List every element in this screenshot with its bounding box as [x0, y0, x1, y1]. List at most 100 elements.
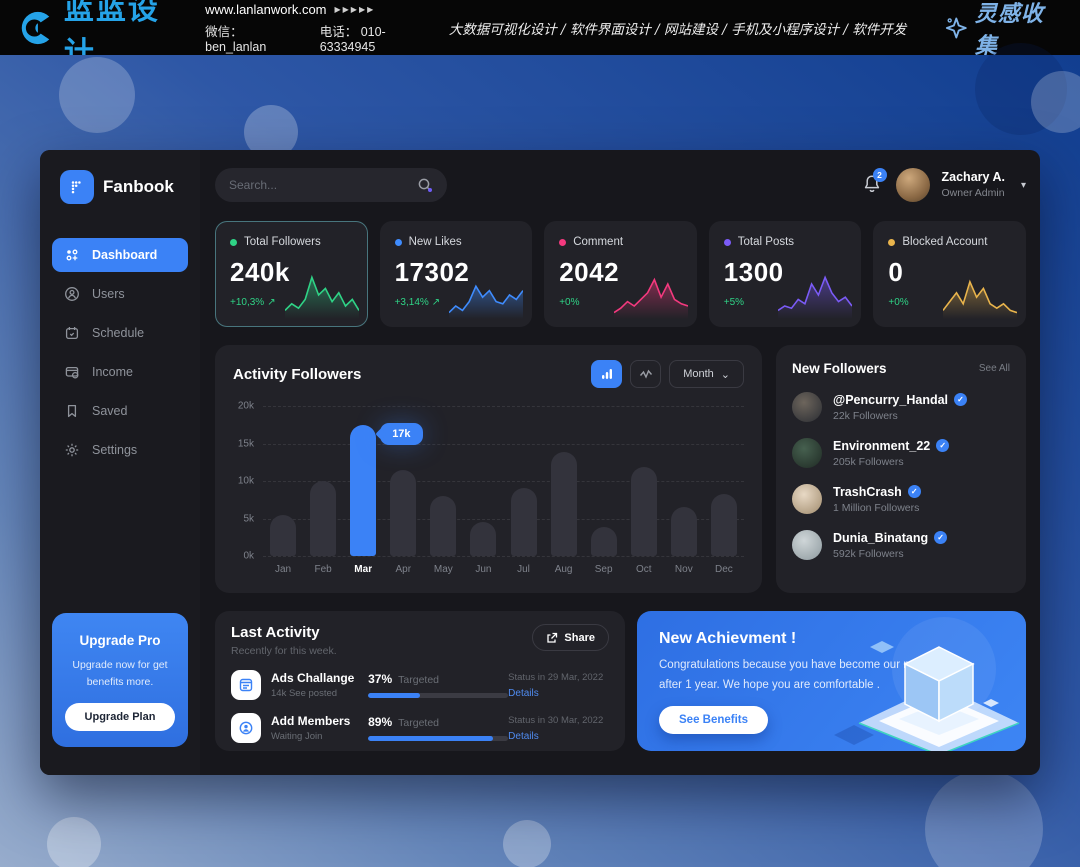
- achievement-text: Congratulations because you have become …: [659, 659, 946, 691]
- collect-brand-text: 灵感收集: [974, 0, 1044, 59]
- stat-label: New Likes: [408, 236, 462, 248]
- bottom-row: Last Activity Recently for this week. Sh…: [215, 611, 1026, 751]
- main-content: 2 Zachary A. Owner Admin ▾ Tota: [200, 150, 1040, 775]
- user-name: Zachary A.: [941, 169, 1005, 184]
- details-link[interactable]: Details: [508, 687, 539, 699]
- stat-value: 1300: [723, 257, 784, 287]
- activity-row[interactable]: Ads Challange 14k See posted 37% Targete…: [231, 670, 609, 700]
- follower-row[interactable]: TrashCrash ✓ 1 Million Followers: [792, 484, 1010, 514]
- follower-count: 1 Million Followers: [833, 501, 920, 514]
- bar-chart-view-button[interactable]: [591, 360, 623, 388]
- details-link[interactable]: Details: [508, 730, 539, 742]
- stat-card-total-followers[interactable]: Total Followers 240k +10,3% ↗: [215, 221, 368, 327]
- chart-bar-aug[interactable]: [550, 452, 577, 556]
- plot-area: Jan Feb 17k Mar Apr May Jun Jul Aug Sep Oct Nov Dec: [263, 406, 744, 575]
- chart-tooltip: 17k: [380, 422, 423, 445]
- chart-bar-dec[interactable]: [710, 494, 737, 556]
- follower-name: Environment_22: [833, 438, 931, 453]
- achievement-card: New Achievment ! Congratulations because…: [637, 611, 1026, 751]
- search-icon[interactable]: [417, 177, 433, 193]
- share-button[interactable]: Share: [532, 624, 609, 651]
- stat-card-blocked-account[interactable]: Blocked Account 0 +0%: [873, 221, 1026, 327]
- search-bar[interactable]: [215, 168, 447, 202]
- decorative-circle: [975, 43, 1067, 135]
- sparkline-chart: [449, 284, 524, 319]
- stat-card-comment[interactable]: Comment 2042 +0%: [544, 221, 697, 327]
- chart-bar-feb[interactable]: [310, 481, 337, 556]
- upgrade-pro-card: Upgrade Pro Upgrade now for get benefits…: [52, 613, 188, 747]
- chart-bar-slot: Nov: [664, 406, 704, 575]
- see-all-link[interactable]: See All: [978, 363, 1010, 374]
- stat-value: 17302: [394, 257, 470, 287]
- chart-bar-nov[interactable]: [670, 507, 697, 556]
- chart-bar-sep[interactable]: [590, 527, 617, 556]
- collect-logo: 灵感收集: [944, 0, 1062, 60]
- y-tick: 15k: [237, 438, 254, 449]
- sidebar-item-income[interactable]: Income: [52, 355, 188, 389]
- chart-bar-jan[interactable]: [270, 515, 297, 556]
- app-title: Fanbook: [103, 177, 174, 196]
- website-link[interactable]: www.lanlanwork.com: [205, 1, 327, 17]
- decorative-circle: [1031, 71, 1080, 133]
- follower-row[interactable]: @Pencurry_Handal ✓ 22k Followers: [792, 392, 1010, 422]
- follower-row[interactable]: Dunia_Binatang ✓ 592k Followers: [792, 530, 1010, 560]
- stat-label: Total Followers: [244, 236, 321, 248]
- stat-card-total-posts[interactable]: Total Posts 1300 +5%: [708, 221, 862, 327]
- sidebar-item-saved[interactable]: Saved: [52, 394, 188, 428]
- app-brand: Fanbook: [40, 170, 200, 204]
- follower-count: 205k Followers: [833, 455, 904, 468]
- sidebar-item-users[interactable]: Users: [52, 277, 188, 311]
- range-dropdown[interactable]: Month ⌄: [669, 360, 744, 388]
- arrows-icon: ▶▶▶▶▶: [334, 4, 376, 14]
- search-input[interactable]: [229, 178, 409, 192]
- chart-bar-jul[interactable]: [510, 488, 537, 556]
- activity-percent: 89%: [368, 715, 393, 729]
- user-avatar[interactable]: [895, 168, 930, 202]
- upgrade-plan-button[interactable]: Upgrade Plan: [64, 703, 176, 731]
- chart-bar-oct[interactable]: [630, 467, 657, 556]
- trend-up-icon: ↗: [431, 297, 441, 308]
- verified-badge-icon: ✓: [936, 439, 950, 452]
- follower-row[interactable]: Environment_22 ✓ 205k Followers: [792, 438, 1010, 468]
- sidebar-item-schedule[interactable]: Schedule: [52, 316, 188, 350]
- chart-controls: Month ⌄: [591, 360, 744, 388]
- gridline: [263, 518, 744, 520]
- sidebar-item-settings[interactable]: Settings: [52, 433, 188, 467]
- notifications-bell-icon[interactable]: 2: [862, 168, 887, 197]
- achievement-title: New Achievment !: [659, 630, 797, 647]
- stat-card-new-likes[interactable]: New Likes 17302 +3,14% ↗: [379, 221, 533, 327]
- fanbook-logo-icon: [60, 170, 94, 204]
- verified-badge-icon: ✓: [934, 531, 948, 544]
- x-tick: Jul: [517, 564, 530, 575]
- decorative-circle: [47, 817, 101, 867]
- sparkline-chart: [284, 274, 359, 319]
- stat-dot: [888, 238, 896, 246]
- x-tick: Jan: [274, 564, 292, 575]
- chart-bar-jun[interactable]: [470, 522, 497, 556]
- background-canvas: Fanbook Dashboard: [0, 43, 1080, 867]
- sidebar-item-label: Settings: [92, 443, 138, 457]
- wechat-text: 微信： ben_lanlan: [205, 24, 267, 54]
- chart-bar-apr[interactable]: [390, 470, 417, 556]
- stat-delta: +10,3%: [230, 297, 265, 308]
- sparkline-chart: [942, 279, 1017, 319]
- line-chart-view-button[interactable]: [630, 360, 662, 388]
- stats-row: Total Followers 240k +10,3% ↗ New Likes …: [215, 221, 1026, 327]
- x-tick: Oct: [635, 564, 652, 575]
- upgrade-text: Upgrade now for get benefits more.: [72, 659, 168, 688]
- user-menu-caret-icon[interactable]: ▾: [1020, 179, 1026, 191]
- activity-name: Add Members: [271, 714, 351, 728]
- gridline: [263, 406, 744, 407]
- saved-icon: [67, 404, 77, 418]
- sidebar-item-dashboard[interactable]: Dashboard: [52, 238, 188, 272]
- chart-bar-may[interactable]: [430, 496, 457, 556]
- activity-status: Status in 30 Mar, 2022: [508, 714, 604, 726]
- y-axis: 20k 15k 10k 5k 0k: [233, 401, 263, 562]
- chart-bar-slot: Oct: [624, 406, 664, 575]
- activity-row[interactable]: Add Members Waiting Join 89% Targeted: [231, 713, 609, 743]
- chart-bar-mar[interactable]: [350, 425, 377, 556]
- see-benefits-button[interactable]: See Benefits: [659, 706, 769, 735]
- progress-bar: [368, 736, 509, 741]
- dashboard-icon: [66, 249, 78, 261]
- stat-value: 0: [888, 257, 904, 287]
